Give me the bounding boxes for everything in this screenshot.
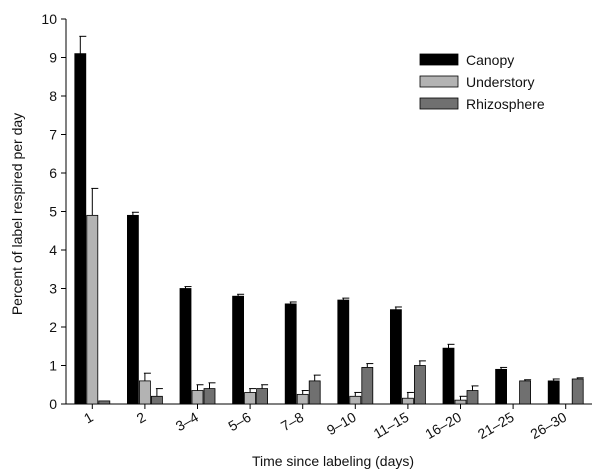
bars [74,53,584,405]
y-tick-label: 10 [41,11,57,27]
y-tick-label: 4 [49,242,57,258]
y-axis: 0 1 2 3 4 5 6 7 8 9 10 [41,11,67,412]
y-tick-label: 0 [49,396,57,412]
y-tick-label: 3 [49,281,57,297]
legend: Canopy Understory Rhizosphere [419,52,545,112]
bar-understory-3 [191,390,204,405]
x-tick-label: 2 [134,409,149,427]
bar-understory-1 [86,214,99,405]
y-tick-label: 7 [49,127,57,143]
bar-canopy-6 [337,299,350,405]
y-tick-label: 6 [49,165,57,181]
bar-rhizosphere-9 [519,380,531,405]
bar-canopy-5 [284,303,297,405]
bar-understory-5 [296,393,309,405]
bar-rhizosphere-5 [308,380,321,405]
y-tick-label: 9 [49,50,57,66]
x-tick-label: 7–8 [278,409,306,435]
bar-understory-7 [401,397,414,405]
bar-understory-2 [138,380,151,405]
bar-canopy-7 [389,309,402,405]
bar-rhizosphere-6 [361,367,374,405]
bar-canopy-1 [74,53,87,405]
y-axis-title: Percent of label respired per day [9,113,25,315]
x-axis: 1 2 3–4 5–6 7–8 9–10 11–15 16–20 21–25 26–30 [66,403,592,442]
bar-rhizosphere-4 [256,388,269,405]
bar-rhizosphere-1 [98,400,111,405]
bar-rhizosphere-2 [150,395,163,405]
x-tick-label: 11–15 [371,409,412,442]
x-axis-title: Time since labeling (days) [252,453,414,469]
legend-swatch-understory [419,75,459,88]
bar-understory-8 [454,399,467,405]
bar-canopy-9 [495,368,508,405]
bar-understory-6 [349,395,362,405]
bar-canopy-8 [442,347,455,405]
x-tick-label: 26–30 [527,409,569,442]
legend-label-understory: Understory [466,74,534,90]
legend-label-rhizosphere: Rhizosphere [466,96,545,112]
y-tick-label: 2 [49,319,57,335]
bar-rhizosphere-7 [413,365,426,405]
x-tick-label: 5–6 [225,409,253,435]
y-tick-label: 5 [49,204,57,220]
x-tick-label: 21–25 [475,409,517,442]
legend-label-canopy: Canopy [466,52,514,68]
bar-rhizosphere-3 [203,388,216,405]
bar-rhizosphere-8 [466,390,479,405]
x-tick-label: 9–10 [324,409,359,439]
legend-swatch-canopy [419,53,459,66]
y-tick-label: 1 [49,358,57,374]
y-tick-label: 8 [49,88,57,104]
bar-rhizosphere-10 [571,378,584,405]
bar-canopy-3 [179,288,192,405]
bar-canopy-10 [547,380,560,405]
x-tick-label: 3–4 [173,409,201,435]
bar-canopy-4 [232,295,245,405]
x-tick-label: 1 [81,409,96,427]
error-bars [79,35,584,401]
x-tick-label: 16–20 [422,409,464,442]
bar-understory-4 [244,392,257,405]
bar-canopy-2 [127,214,139,405]
legend-swatch-rhizosphere [419,97,459,110]
